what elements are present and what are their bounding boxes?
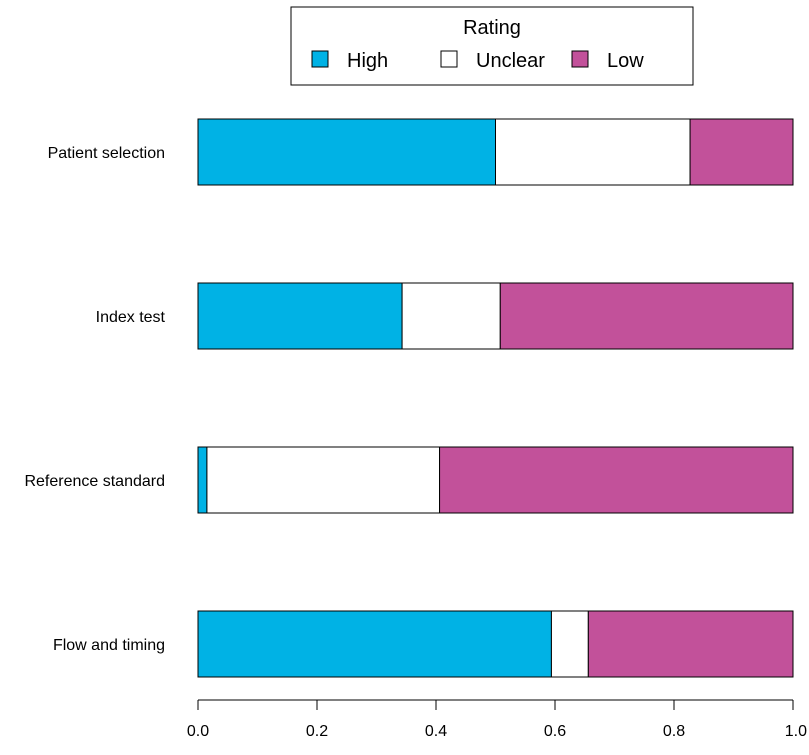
category-label-flow-and-timing: Flow and timing (53, 637, 165, 654)
x-axis: 0.0 0.2 0.4 0.6 0.8 1.0 (187, 699, 807, 740)
bar-index-test-unclear (401, 282, 501, 350)
bars (197, 118, 794, 678)
legend-items: High Unclear Low (311, 50, 644, 72)
x-tick-label-1: 0.2 (306, 723, 328, 740)
x-tick-label-4: 0.8 (663, 723, 685, 740)
bar-flow-and-timing-high (197, 610, 552, 678)
legend-key-low (571, 50, 589, 68)
bar-patient-selection-high (197, 118, 496, 186)
x-tick-label-3: 0.6 (544, 723, 566, 740)
x-ticks: 0.0 0.2 0.4 0.6 0.8 1.0 (187, 700, 807, 740)
legend-box (290, 6, 694, 86)
legend-label-low: Low (607, 50, 644, 72)
x-tick-label-0: 0.0 (187, 723, 209, 740)
category-label-patient-selection: Patient selection (48, 145, 165, 162)
bar-patient-selection-low (689, 118, 794, 186)
x-tick-label-2: 0.4 (425, 723, 447, 740)
bar-index-test-low (499, 282, 794, 350)
legend-key-unclear (440, 50, 458, 68)
category-label-index-test: Index test (96, 309, 166, 326)
x-tick-label-5: 1.0 (785, 723, 807, 740)
category-labels: Patient selection Index test Reference sta… (24, 145, 165, 654)
legend-label-unclear: Unclear (476, 50, 545, 72)
category-label-reference-standard: Reference standard (24, 473, 165, 490)
bar-reference-standard-unclear (206, 446, 441, 514)
bar-reference-standard-low (439, 446, 794, 514)
bar-flow-and-timing-low (587, 610, 794, 678)
legend-title: Rating (463, 17, 521, 39)
legend-key-high (311, 50, 329, 68)
bar-patient-selection-unclear (495, 118, 691, 186)
bar-index-test-high (197, 282, 403, 350)
bar-flow-and-timing-unclear (550, 610, 589, 678)
bar-reference-standard-high (197, 446, 208, 514)
legend-label-high: High (347, 50, 388, 72)
legend: Rating High Unclear Low (290, 6, 694, 86)
